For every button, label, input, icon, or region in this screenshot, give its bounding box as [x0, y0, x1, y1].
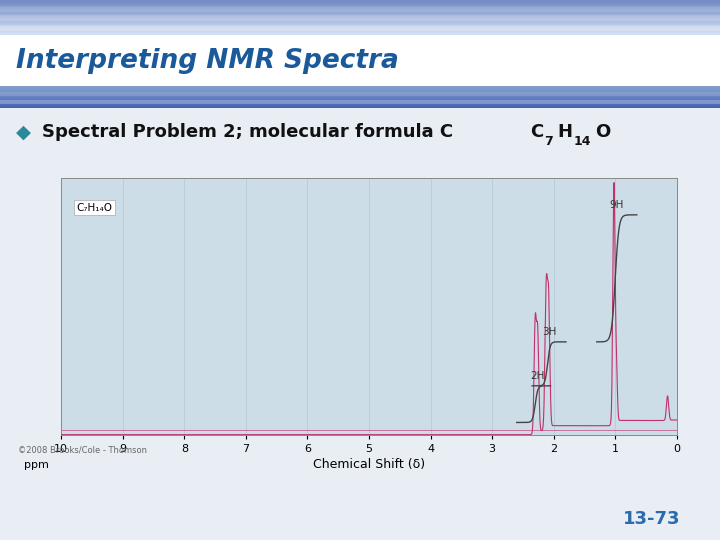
Bar — [0, 24, 720, 25]
Text: H: H — [557, 123, 572, 141]
Bar — [0, 105, 720, 106]
Bar — [0, 107, 720, 108]
Bar — [0, 0, 720, 1]
Bar — [0, 23, 720, 24]
Text: 2H: 2H — [531, 371, 544, 381]
Bar — [0, 13, 720, 14]
Text: 14: 14 — [573, 134, 590, 147]
Bar — [0, 2, 720, 3]
Text: C₇H₁₄O: C₇H₁₄O — [76, 202, 112, 213]
Bar — [0, 103, 720, 104]
Bar — [0, 20, 720, 21]
Bar — [0, 1, 720, 2]
Bar — [0, 16, 720, 17]
Bar — [0, 29, 720, 30]
Bar — [0, 106, 720, 107]
Bar — [0, 22, 720, 23]
Bar — [0, 104, 720, 105]
Bar — [0, 88, 720, 89]
Bar — [0, 31, 720, 32]
Bar — [0, 27, 720, 28]
Text: 3H: 3H — [543, 327, 557, 337]
Bar — [0, 95, 720, 96]
X-axis label: Chemical Shift (δ): Chemical Shift (δ) — [313, 458, 425, 471]
Bar — [0, 92, 720, 93]
Bar — [0, 101, 720, 102]
Bar — [0, 4, 720, 5]
Bar — [0, 91, 720, 92]
Bar — [0, 21, 720, 22]
Text: ◆: ◆ — [16, 123, 31, 142]
Bar — [0, 7, 720, 8]
Bar — [0, 12, 720, 13]
Bar — [0, 14, 720, 15]
Bar — [0, 97, 720, 98]
Text: C: C — [530, 123, 543, 141]
Bar — [0, 17, 720, 18]
Bar — [0, 32, 720, 33]
Bar — [0, 100, 720, 101]
Bar — [0, 8, 720, 9]
Text: Interpreting NMR Spectra: Interpreting NMR Spectra — [16, 48, 399, 74]
Bar — [0, 25, 720, 26]
Text: O: O — [595, 123, 610, 141]
Bar — [0, 18, 720, 19]
Text: ©2008 Brooks/Cole - Thomson: ©2008 Brooks/Cole - Thomson — [18, 446, 147, 455]
Bar — [0, 99, 720, 100]
Bar — [0, 6, 720, 7]
Text: 9H: 9H — [609, 200, 624, 210]
Bar — [0, 89, 720, 90]
Bar — [0, 30, 720, 31]
Bar — [0, 5, 720, 6]
Bar — [0, 34, 720, 35]
Bar — [0, 15, 720, 16]
Bar — [0, 98, 720, 99]
Bar — [0, 86, 720, 87]
Bar — [0, 96, 720, 97]
Text: 13-73: 13-73 — [623, 510, 680, 528]
Bar — [0, 3, 720, 4]
Bar — [0, 9, 720, 10]
Bar — [0, 26, 720, 27]
Text: Spectral Problem 2; molecular formula C: Spectral Problem 2; molecular formula C — [42, 123, 453, 141]
Bar — [0, 90, 720, 91]
Text: 7: 7 — [544, 134, 553, 147]
Bar — [0, 19, 720, 20]
Text: ppm: ppm — [24, 460, 49, 470]
Bar — [0, 10, 720, 11]
Bar — [0, 28, 720, 29]
Bar — [0, 33, 720, 34]
Bar — [0, 11, 720, 12]
Bar — [0, 93, 720, 94]
Bar — [0, 102, 720, 103]
Bar — [0, 94, 720, 95]
Bar — [0, 87, 720, 88]
